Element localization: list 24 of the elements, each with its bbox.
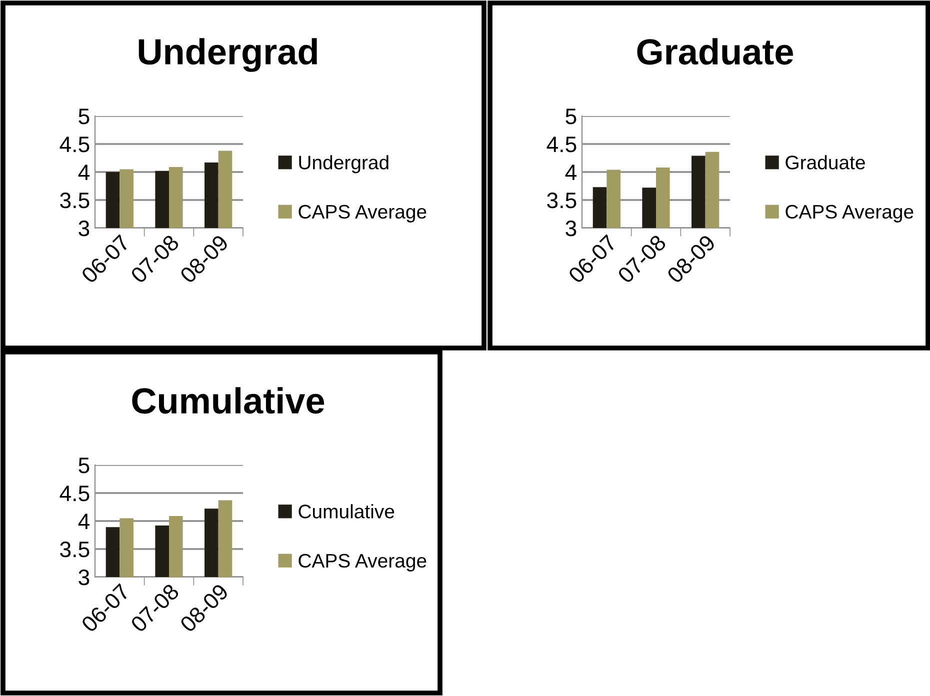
y-tick-label: 3.5 — [547, 192, 576, 208]
y-tick-label: 3 — [78, 220, 90, 236]
legend-label: Cumulative — [298, 504, 394, 518]
y-tick-label: 3 — [566, 220, 576, 236]
y-tick-label: 4 — [78, 514, 90, 530]
y-tick-label: 3 — [78, 570, 90, 586]
y-tick-label: 4 — [78, 164, 90, 180]
chart-title: Undergrad — [138, 38, 317, 72]
y-tick-label: 5 — [78, 458, 90, 474]
y-tick-label: 3.5 — [60, 192, 90, 208]
legend-label: Undergrad — [299, 155, 388, 174]
y-tick-label: 4.5 — [60, 486, 90, 502]
y-tick-label: 3.5 — [60, 542, 90, 558]
legend-label: CAPS Average — [298, 204, 426, 222]
legend-label: Graduate — [786, 155, 865, 170]
legend-label: CAPS Average — [298, 554, 426, 572]
chart-title: Cumulative — [132, 387, 324, 414]
y-tick-label: 5 — [78, 108, 90, 124]
y-tick-label: 5 — [566, 108, 576, 124]
y-tick-label: 4.5 — [60, 136, 90, 152]
legend-label: CAPS Average — [786, 204, 914, 222]
y-tick-label: 4.5 — [546, 136, 576, 152]
y-tick-label: 4 — [565, 164, 576, 180]
chart-title: Graduate — [637, 38, 794, 65]
